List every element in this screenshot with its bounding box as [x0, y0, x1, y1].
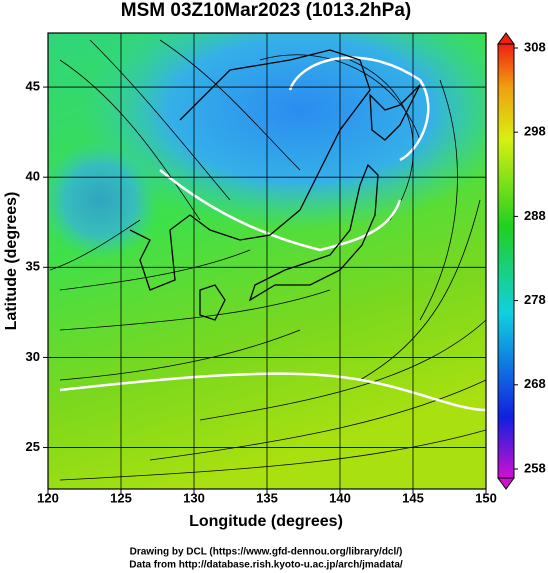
x-axis-label: Longitude (degrees)	[189, 513, 343, 530]
colorbar-tick-label: 258	[524, 460, 546, 475]
x-tick-label: 130	[183, 490, 205, 505]
y-tick-label: 35	[26, 259, 40, 274]
colorbar-tick-label: 268	[524, 376, 546, 391]
map-area	[48, 33, 486, 489]
coastlines	[129, 49, 421, 321]
colorbar-tick-label: 298	[524, 124, 546, 139]
y-tick-label: 45	[26, 79, 40, 94]
y-tick-label: 40	[26, 169, 40, 184]
x-tick-label: 140	[329, 490, 351, 505]
cold-air-mass	[48, 140, 160, 260]
colorbar-tick-label: 308	[524, 39, 546, 54]
title: MSM 03Z10Mar2023 (1013.2hPa)	[121, 0, 411, 21]
x-tick-label: 120	[37, 490, 59, 505]
y-tick-label: 25	[26, 439, 40, 454]
isotherms	[59, 56, 486, 412]
colorbar-tick-label: 288	[524, 208, 546, 223]
footer-note: Drawing by DCL (https://www.gfd-dennou.o…	[130, 547, 403, 558]
x-tick-label: 125	[110, 490, 132, 505]
colorbar	[497, 43, 515, 479]
y-axis-label: Latitude (degrees)	[3, 192, 20, 331]
footer-note: Data from http://database.rish.kyoto-u.a…	[129, 560, 403, 571]
y-tick-label: 30	[26, 349, 40, 364]
colorbar-upper-extension	[497, 32, 515, 45]
streamlines	[49, 39, 486, 481]
x-tick-label: 135	[256, 490, 278, 505]
colorbar-tick-label: 278	[524, 292, 546, 307]
colorbar-lower-extension	[497, 477, 515, 490]
x-tick-label: 145	[402, 490, 424, 505]
x-tick-label: 150	[475, 490, 497, 505]
